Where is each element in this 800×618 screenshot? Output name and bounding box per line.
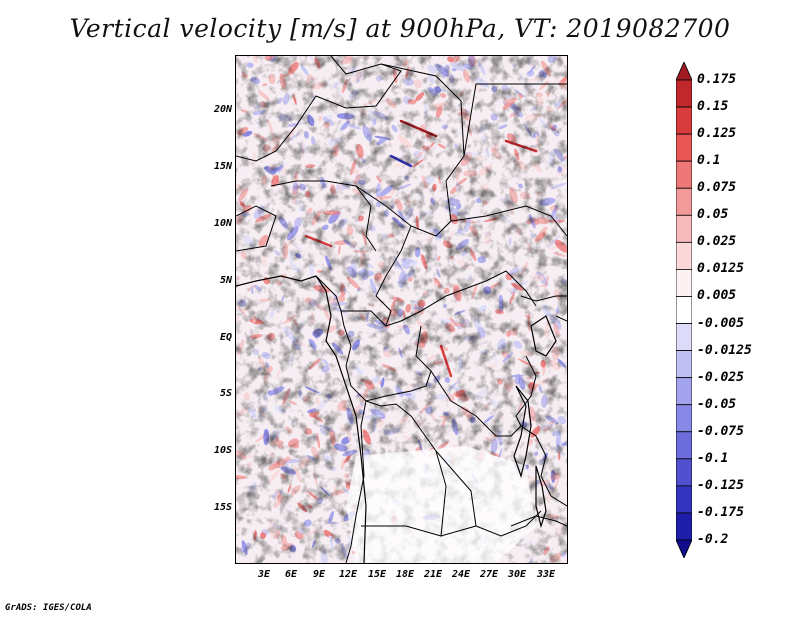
lon-label-33e: 33E bbox=[536, 569, 556, 580]
colorbar-cell bbox=[676, 323, 692, 351]
colorbar-label: 0.175 bbox=[697, 72, 737, 87]
lon-label-30e: 30E bbox=[507, 569, 527, 580]
colorbar-top-arrow bbox=[676, 62, 692, 81]
colorbar-label: 0.125 bbox=[697, 126, 737, 142]
lon-label-6e: 6E bbox=[284, 569, 298, 580]
colorbar-cell bbox=[676, 187, 692, 216]
colorbar-label: -0.075 bbox=[697, 423, 744, 439]
lat-label-10s: 10S bbox=[213, 445, 232, 456]
lon-label-12e: 12E bbox=[338, 569, 358, 580]
country-borders bbox=[236, 56, 567, 563]
map-panel bbox=[235, 55, 568, 564]
colorbar-label: 0.075 bbox=[697, 180, 737, 196]
colorbar-label: -0.0125 bbox=[697, 342, 752, 358]
colorbar-cell bbox=[676, 296, 692, 324]
colorbar-label: 0.025 bbox=[697, 234, 737, 250]
colorbar-cell bbox=[676, 241, 692, 270]
lat-label-eq: EQ bbox=[219, 332, 232, 343]
lat-label-10n: 10N bbox=[213, 218, 232, 229]
colorbar-cell bbox=[676, 350, 692, 379]
colorbar-cell bbox=[676, 79, 692, 108]
colorbar-cell bbox=[676, 133, 692, 162]
colorbar-label: 0.05 bbox=[697, 207, 729, 223]
grads-credit: GrADS: IGES/COLA bbox=[5, 603, 92, 613]
colorbar-cell bbox=[676, 269, 692, 297]
lon-label-3e: 3E bbox=[257, 569, 271, 580]
colorbar-label: 0.0125 bbox=[697, 261, 744, 277]
colorbar bbox=[676, 62, 692, 558]
lat-label-5s: 5S bbox=[219, 388, 232, 399]
colorbar-label: -0.005 bbox=[697, 315, 744, 331]
colorbar-bottom-arrow bbox=[676, 539, 692, 558]
colorbar-cell bbox=[676, 377, 692, 406]
colorbar-label: 0.15 bbox=[697, 99, 729, 115]
colorbar-cell bbox=[676, 214, 692, 243]
colorbar-label: -0.05 bbox=[697, 396, 737, 412]
colorbar-cell bbox=[676, 458, 692, 487]
lon-label-21e: 21E bbox=[423, 569, 443, 580]
lat-label-20n: 20N bbox=[213, 104, 232, 115]
coastline bbox=[236, 275, 557, 563]
lat-label-5n: 5N bbox=[219, 275, 232, 286]
chart-title: Vertical velocity [m/s] at 900hPa, VT: 2… bbox=[69, 14, 731, 43]
colorbar-cell bbox=[676, 404, 692, 433]
colorbar-cell bbox=[676, 485, 692, 514]
colorbar-label: -0.125 bbox=[697, 477, 744, 493]
lon-label-9e: 9E bbox=[312, 569, 326, 580]
colorbar-label: -0.025 bbox=[697, 369, 744, 385]
map-canvas bbox=[236, 56, 567, 563]
colorbar-cell bbox=[676, 431, 692, 460]
colorbar-cell bbox=[676, 512, 692, 541]
colorbar-label: 0.005 bbox=[697, 288, 737, 304]
lat-label-15n: 15N bbox=[213, 161, 232, 172]
colorbar-cell bbox=[676, 160, 692, 189]
lon-label-15e: 15E bbox=[367, 569, 387, 580]
colorbar-label: 0.1 bbox=[697, 153, 721, 169]
colorbar-label: -0.1 bbox=[697, 450, 729, 466]
lon-label-27e: 27E bbox=[479, 569, 499, 580]
lon-label-24e: 24E bbox=[451, 569, 471, 580]
colorbar-label: -0.2 bbox=[697, 532, 729, 547]
lat-label-15s: 15S bbox=[213, 502, 232, 513]
colorbar-cell bbox=[676, 106, 692, 135]
lon-label-18e: 18E bbox=[395, 569, 415, 580]
colorbar-label: -0.175 bbox=[697, 504, 744, 520]
